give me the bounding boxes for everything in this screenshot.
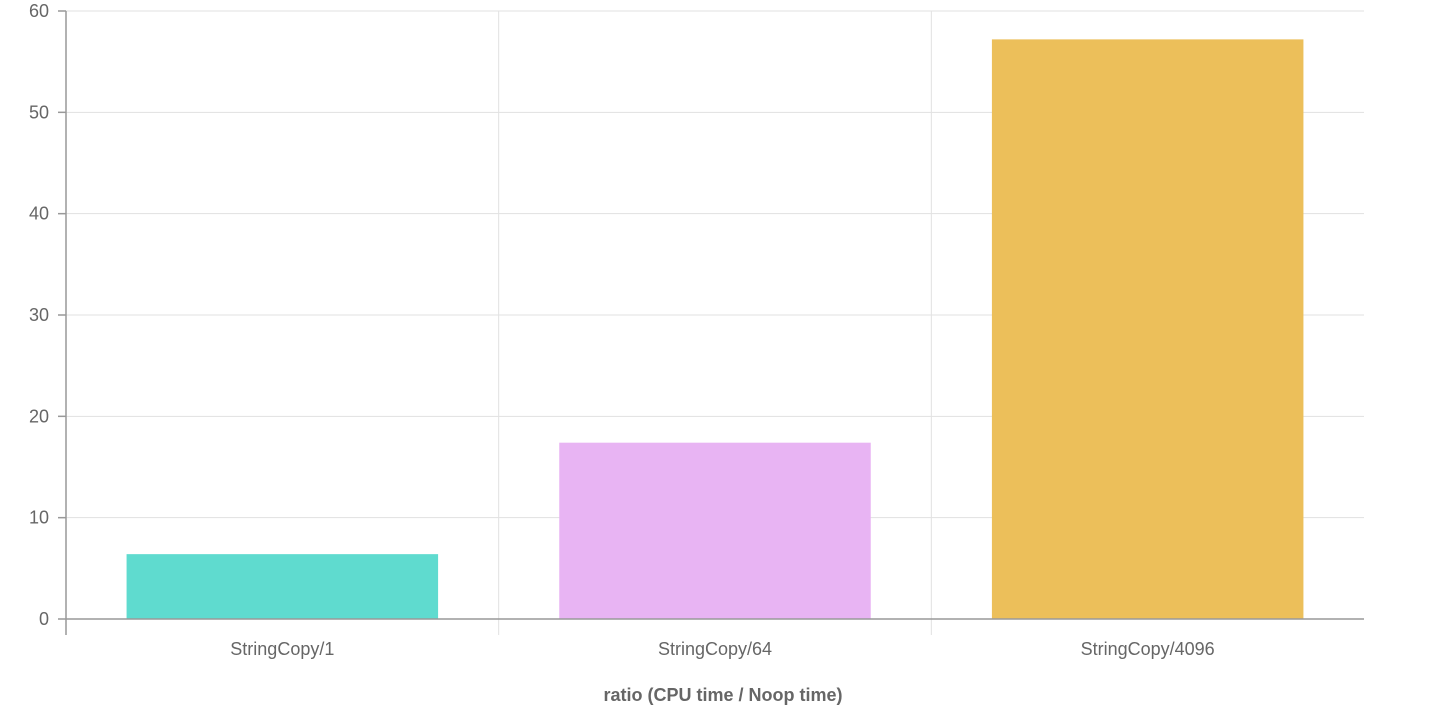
y-tick-label: 0 [39,609,49,629]
y-tick-label: 20 [29,406,49,426]
tick-labels: 0 10 20 30 40 50 60 StringCopy/1 StringCopy/64 St… [29,1,1215,659]
bar [559,442,871,619]
y-tick-label: 60 [29,1,49,21]
y-tick-label: 10 [29,508,49,528]
axes [58,10,1364,635]
bar [126,554,439,619]
bars [126,39,1304,619]
x-tick-label: StringCopy/64 [658,639,772,659]
x-axis-title: ratio (CPU time / Noop time) [603,685,842,705]
x-tick-label: StringCopy/1 [230,639,334,659]
y-tick-label: 40 [29,204,49,224]
y-tick-label: 50 [29,102,49,122]
y-tick-label: 30 [29,305,49,325]
bar [991,39,1304,619]
x-tick-label: StringCopy/4096 [1081,639,1215,659]
